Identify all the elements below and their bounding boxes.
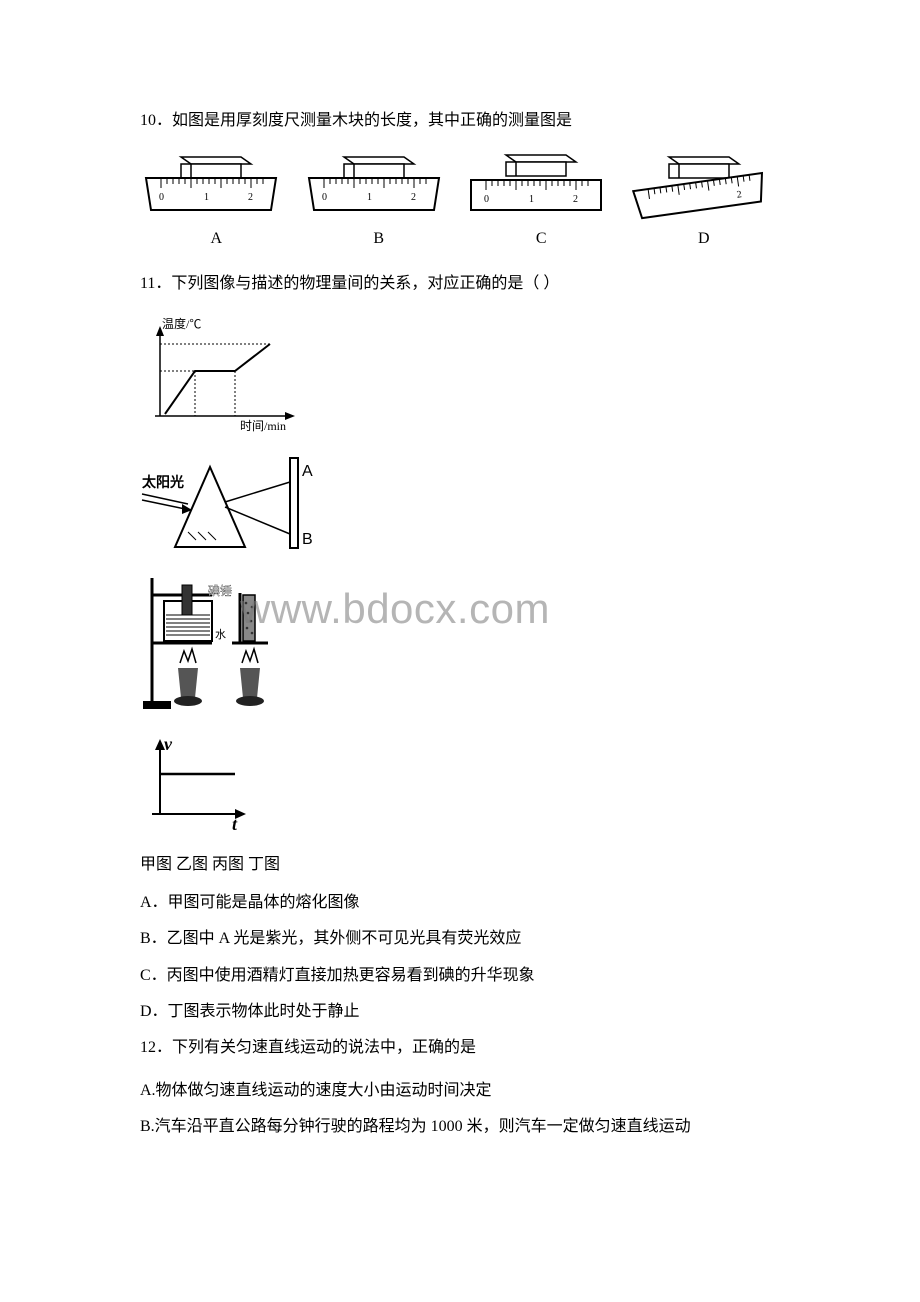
fig-yi-sun: 太阳光	[142, 474, 184, 491]
fig-ding: v t	[140, 734, 780, 834]
ruler-d: 2 D	[628, 152, 781, 248]
q11-opt-c: C．丙图中使用酒精灯直接加热更容易看到碘的升华现象	[140, 965, 780, 987]
fig-jia-ylabel: 温度/℃	[162, 316, 201, 331]
svg-text:0: 0	[159, 192, 164, 203]
q11-text: 11．下列图像与描述的物理量间的关系，对应正确的是（ ）	[140, 273, 780, 295]
fig-jia-xlabel: 时间/min	[240, 419, 286, 433]
ruler-b-svg: 0 1 2	[304, 152, 454, 222]
svg-text:2: 2	[248, 192, 253, 203]
ruler-d-label: D	[698, 230, 710, 248]
fig-yi: 太阳光 A B	[140, 452, 780, 557]
ruler-c: 0 1 2 C	[465, 152, 618, 248]
rulers-row: 0 1 2 A 0 1 2 B	[140, 152, 780, 248]
fig-ding-svg: v t	[140, 734, 260, 834]
svg-text:1: 1	[367, 192, 372, 203]
ruler-b: 0 1 2 B	[303, 152, 456, 248]
svg-text:1: 1	[529, 194, 534, 205]
fig-ding-y: v	[164, 734, 173, 754]
ruler-c-svg: 0 1 2	[466, 152, 616, 222]
svg-text:0: 0	[322, 192, 327, 203]
q12-opt-a: A.物体做匀速直线运动的速度大小由运动时间决定	[140, 1080, 780, 1102]
ruler-a: 0 1 2 A	[140, 152, 293, 248]
fig-yi-b: B	[302, 531, 313, 548]
fig-bing-svg: 水 碘锤	[140, 573, 310, 718]
fig-bing: 水 碘锤 www.bdocx.com	[140, 573, 780, 718]
fig-jia-svg: 温度/℃ 时间/min	[140, 316, 310, 436]
fig-bing-water: 水	[215, 628, 226, 641]
fig-yi-svg: 太阳光 A B	[140, 452, 320, 557]
ruler-a-label: A	[210, 230, 222, 248]
ruler-b-label: B	[373, 230, 384, 248]
svg-text:0: 0	[484, 194, 489, 205]
q11-opt-a: A．甲图可能是晶体的熔化图像	[140, 892, 780, 914]
svg-text:2: 2	[411, 192, 416, 203]
fig-yi-a: A	[302, 463, 313, 480]
q11-opt-d: D．丁图表示物体此时处于静止	[140, 1001, 780, 1023]
ruler-d-svg: 2	[629, 152, 779, 222]
q11-opt-b: B．乙图中 A 光是紫光，其外侧不可见光具有荧光效应	[140, 928, 780, 950]
ruler-a-svg: 0 1 2	[141, 152, 291, 222]
svg-text:1: 1	[204, 192, 209, 203]
q12-opt-b: B.汽车沿平直公路每分钟行驶的路程均为 1000 米，则汽车一定做匀速直线运动	[140, 1116, 780, 1138]
fig-jia: 温度/℃ 时间/min	[140, 316, 780, 436]
fig-caption: 甲图 乙图 丙图 丁图	[140, 850, 780, 874]
ruler-c-label: C	[536, 230, 547, 248]
fig-bing-iodine: 碘锤	[208, 583, 232, 598]
svg-text:2: 2	[573, 194, 578, 205]
q12-text: 12．下列有关匀速直线运动的说法中，正确的是	[140, 1037, 780, 1059]
q10-text: 10．如图是用厚刻度尺测量木块的长度，其中正确的测量图是	[140, 110, 780, 132]
